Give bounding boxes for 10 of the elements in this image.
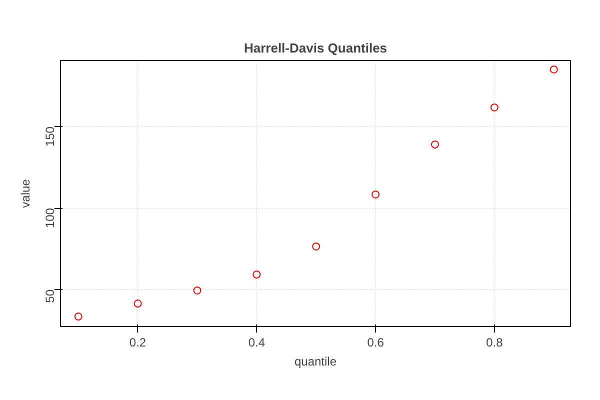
y-tick-label: 100 xyxy=(43,208,57,228)
y-tick-label: 50 xyxy=(43,289,57,303)
x-tick-label: 0.2 xyxy=(129,336,146,350)
chart-title: Harrell-Davis Quantiles xyxy=(244,40,388,56)
y-axis-title: value xyxy=(18,178,32,208)
y-tick-label: 150 xyxy=(43,126,57,147)
x-tick-label: 0.4 xyxy=(248,336,266,350)
x-tick-label: 0.8 xyxy=(486,336,504,350)
x-tick-label: 0.6 xyxy=(367,336,384,350)
x-axis-title: quantile xyxy=(294,354,337,368)
